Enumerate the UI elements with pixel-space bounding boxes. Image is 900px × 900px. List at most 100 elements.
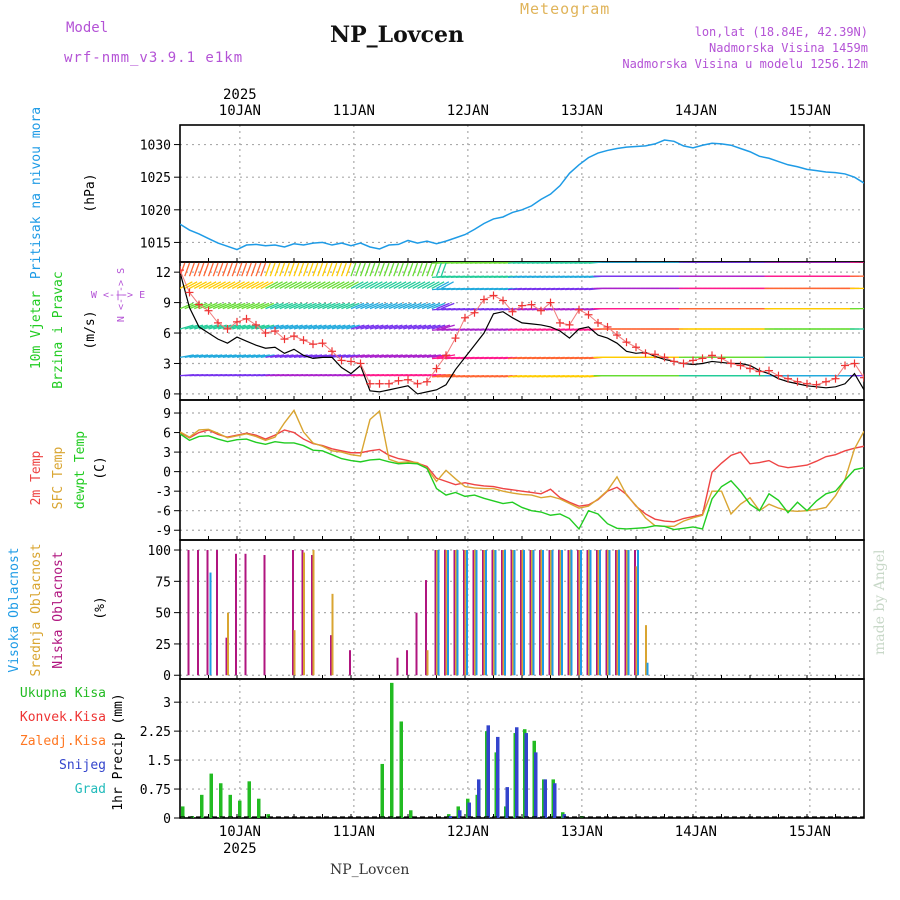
wind-barb [284,354,299,358]
cloud-bar-high [542,550,544,676]
wind-barb [350,324,365,330]
wind-barb [398,324,413,330]
wind-barb [365,324,379,330]
cloud-bar-mid [464,550,467,676]
xlabel-bottom: 12JAN [447,824,489,840]
cloud-bar-low [605,550,608,676]
cloud-bar-high [532,550,535,676]
ytick-label: 3 [163,696,171,711]
wind-barb [379,354,394,358]
panel-precip: 0 0.75 1.5 2.25 3 [140,678,865,827]
xlabel-top: 14JAN [675,103,717,119]
wind-barb [346,262,347,263]
precip-bar [496,736,500,818]
wind-barb [384,262,385,263]
wind-barb [350,281,364,289]
precip-legend-item: Grad [75,782,106,797]
wind-barb [346,324,360,330]
wind-barb [227,281,241,289]
xlabel-top: 10JAN [219,103,261,119]
precip-bar [409,810,413,818]
wind-barb [350,354,365,358]
cloud-bar-high [646,662,649,676]
wind-barb [293,354,308,358]
cloud-bar-low [406,650,408,676]
elevation-label: Nadmorska Visina 1459m [709,41,868,55]
cloud-bar-mid [540,550,543,676]
wind-barb [360,302,374,310]
wind-barb [326,262,333,277]
cloud-bar-mid [502,550,505,676]
wind-barb [308,324,322,330]
wind-barb [331,262,333,263]
wind-barb [312,302,327,310]
wind-barb [407,262,409,263]
wind-barb [336,354,351,358]
ytick-label: 9 [163,297,171,312]
wind-barb [217,281,231,289]
wind-barb [364,262,371,277]
wind-barb [274,281,288,289]
wind-barb [393,262,395,263]
wind-barb [222,262,229,277]
wind-barb [317,281,331,289]
wind-barb [203,262,205,263]
wind-barb [298,262,300,263]
wind-barb [426,262,433,277]
wind-barb [198,354,213,358]
wind-barb [180,354,194,358]
wind-barb [336,262,343,277]
wind-barb [431,302,445,310]
wind-barb [350,302,365,310]
series-line-dewpt Temp [180,433,864,531]
wind-barb [403,302,417,310]
wind-barb [255,281,269,289]
precip-legend-item: Konvek.Kisa [20,710,106,725]
wind-barb [393,281,407,289]
cloud-bar-high [608,550,611,676]
cloud-bar-high [437,550,440,676]
wind-barb [417,281,431,289]
ytick-label: 0 [163,466,171,481]
wind-barb [403,354,418,358]
cloud-bar-mid [569,550,571,676]
wind-barb [312,354,327,358]
cloud-bar-mid [588,550,590,676]
wind-barb [198,262,200,263]
wind-barb [289,324,303,330]
wind-barb [226,262,233,277]
wind-barb [279,262,286,277]
wind-barb [227,354,242,358]
xlabel-top: 11JAN [333,103,375,119]
wind-barb [317,302,331,310]
precip-bar [524,733,528,818]
wind-barb [350,262,357,277]
cloud-bar-low [330,635,332,676]
wind-barb [189,281,203,289]
cloud-bar-mid [436,550,438,676]
wind-barb [355,262,357,263]
wind-barb [360,354,375,358]
wind-barb [369,281,383,289]
wind-barb [398,302,412,310]
cloud-bar-mid [493,550,495,676]
wind-barb [397,262,404,277]
wind-barb [327,324,341,330]
wind-barb [193,262,200,277]
wind-barb [203,281,217,289]
wind-barb [417,354,432,358]
wind-barb [317,262,319,263]
cloud-bar-low [244,553,247,676]
wind-barb [212,281,226,289]
cloud-bar-mid [559,550,562,676]
wind-barb [270,354,285,358]
wind-barb [260,354,275,358]
wind-barb [403,262,404,263]
wind-barb [393,302,407,310]
precip-bar [266,814,270,818]
wind-barb [412,262,419,277]
wind-barb [236,324,251,330]
wind-barb [407,324,422,330]
wind-barb [422,324,436,330]
wind-barb [327,262,328,263]
